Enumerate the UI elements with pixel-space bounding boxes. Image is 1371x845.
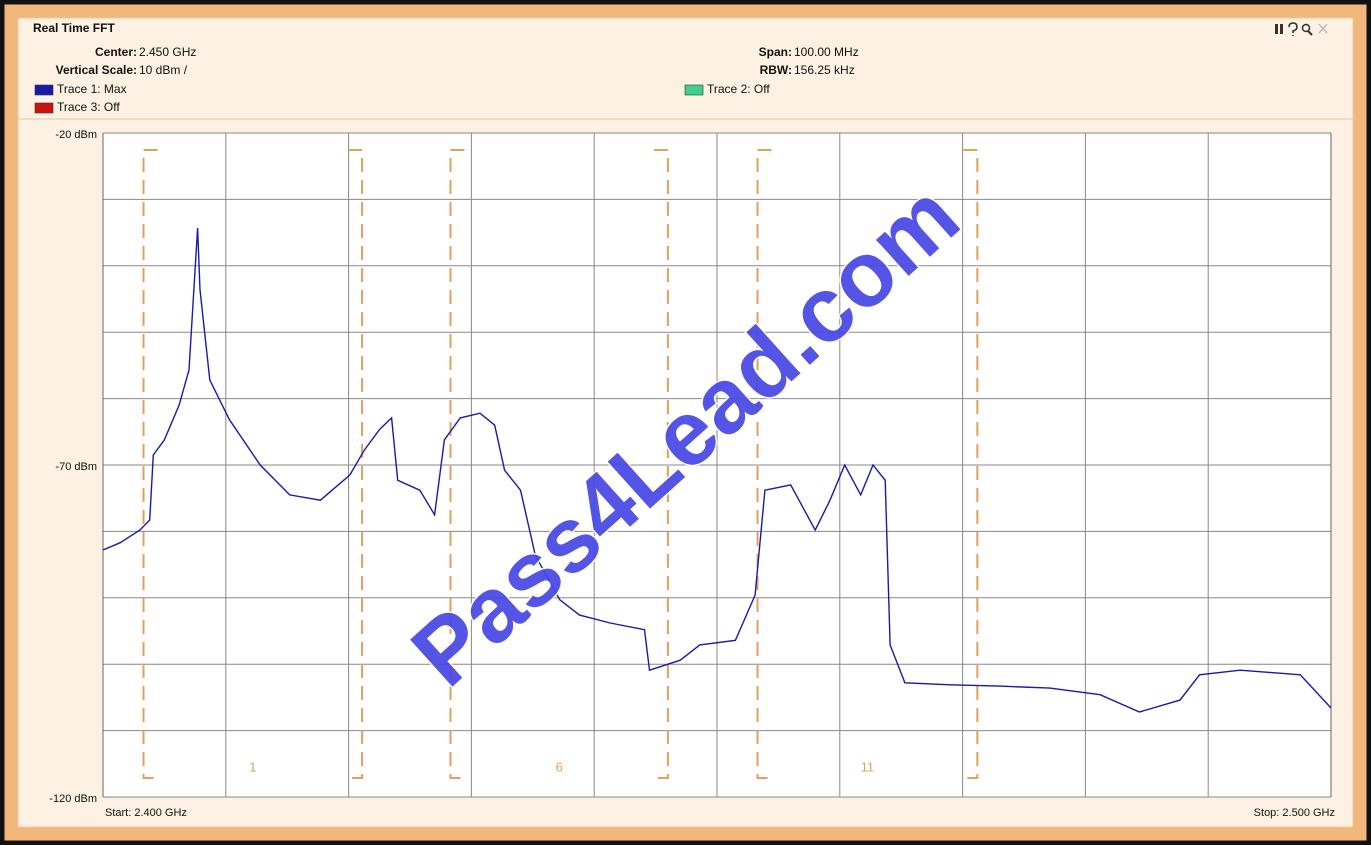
center-label: Center: bbox=[95, 45, 137, 59]
rbw-value: 156.25 kHz bbox=[794, 63, 855, 77]
y-tick-label: -120 dBm bbox=[49, 793, 97, 805]
rbw-label: RBW: bbox=[760, 63, 792, 77]
center-value: 2.450 GHz bbox=[139, 45, 196, 59]
channel-bracket bbox=[653, 149, 669, 779]
vertical-scale-value: 10 dBm / bbox=[139, 63, 188, 77]
window-title: Real Time FFT bbox=[33, 21, 115, 35]
pause-icon[interactable] bbox=[1275, 24, 1278, 34]
channel-bracket bbox=[449, 149, 465, 779]
vertical-scale-label: Vertical Scale: bbox=[56, 63, 137, 77]
legend-swatch bbox=[34, 84, 54, 96]
toolbar[interactable] bbox=[1275, 22, 1328, 36]
y-tick-label: -70 dBm bbox=[55, 461, 97, 473]
zoom-icon[interactable] bbox=[1301, 23, 1311, 33]
legend-swatch bbox=[34, 102, 54, 114]
start-label: Start: 2.400 GHz bbox=[105, 807, 187, 819]
span-label: Span: bbox=[759, 45, 792, 59]
legend-label: Trace 3: Off bbox=[57, 100, 120, 114]
channel-bracket bbox=[756, 149, 772, 779]
legend-label: Trace 1: Max bbox=[57, 82, 127, 96]
legend-swatch bbox=[684, 84, 704, 96]
channel-bracket bbox=[348, 149, 364, 779]
y-tick-label: -20 dBm bbox=[55, 129, 97, 141]
span-value: 100.00 MHz bbox=[794, 45, 859, 59]
channel-bracket bbox=[963, 149, 979, 779]
zoom-icon[interactable] bbox=[1307, 30, 1313, 36]
legend-label: Trace 2: Off bbox=[707, 82, 770, 96]
trace-line bbox=[102, 227, 1332, 713]
stop-label: Stop: 2.500 GHz bbox=[1254, 807, 1335, 819]
help-icon[interactable] bbox=[1288, 22, 1298, 36]
channel-bracket bbox=[142, 149, 158, 779]
channel-label: 6 bbox=[556, 759, 563, 774]
channel-label: 11 bbox=[861, 759, 875, 774]
close-icon[interactable] bbox=[1318, 23, 1328, 34]
channel-label: 1 bbox=[249, 759, 256, 774]
pause-icon[interactable] bbox=[1280, 24, 1283, 34]
